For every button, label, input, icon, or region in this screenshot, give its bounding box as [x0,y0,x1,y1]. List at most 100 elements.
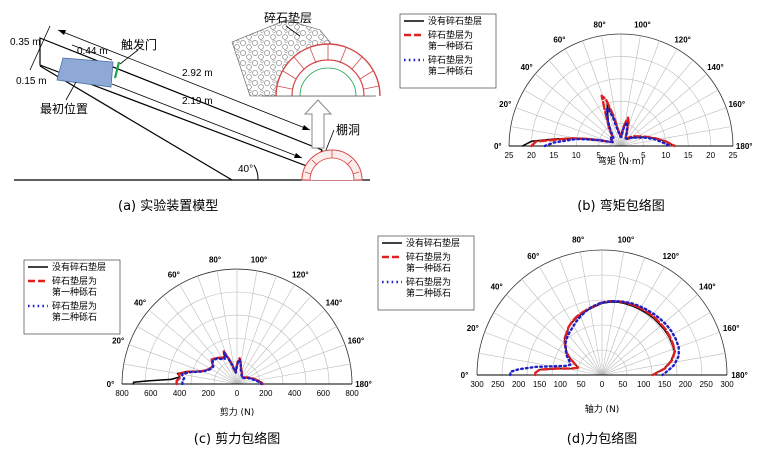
radial-tick-label: 15 [549,151,558,160]
series-line-1 [132,351,264,385]
angle-tick-label: 20° [499,100,511,109]
angle-tick-label: 100° [634,21,651,30]
angle-tick-label: 180° [736,142,753,151]
radial-tick-label: 800 [345,389,359,398]
grid-spoke [197,275,238,385]
angle-tick-label: 140° [326,299,343,308]
caption-a: (a) 实验装置模型 [118,198,218,214]
radial-tick-label: 250 [699,380,713,389]
zoom-arrow [303,99,333,149]
radial-tick-label: 400 [288,389,302,398]
grid-spoke [579,251,603,376]
legend-entry: 碎石垫层为 [406,251,451,263]
slope-base-line [39,65,233,181]
radial-tick-label: 150 [533,380,547,389]
legend-entry: 没有碎石垫层 [428,15,482,27]
legend-entry: 碎石垫层为 [406,276,451,288]
grid-spoke [601,279,683,376]
grid-spoke [620,73,707,147]
legend-entry: 碎石垫层为 [52,275,97,287]
angle-tick-label: 180° [355,380,372,389]
legend-entry: 第一种砾石 [428,40,473,52]
radial-tick-label: 20 [706,151,715,160]
grid-spoke [620,48,678,147]
dim-292-arrow-end [302,125,310,130]
dim-015-label: 0.15 m [16,76,47,87]
axis-label: 轴力 (N) [585,403,620,415]
series-line-2 [534,300,677,377]
angle-tick-label: 160° [728,100,745,109]
shed-pointer [325,129,335,151]
trigger-pointer [119,49,139,65]
legend-entry: 没有碎石垫层 [406,237,460,249]
small-shed [301,149,363,181]
grid-spoke [515,107,622,147]
panel-d-chart: 0°20°40°60°80° 100°120°140°160°180°300 250… [377,235,748,447]
caption-c: (c) 剪力包络图 [194,431,280,447]
grid-spoke [236,344,346,385]
radial-tick-label: 15 [684,151,693,160]
grid-spoke [236,284,295,385]
grid-spoke [601,352,726,376]
radial-tick-label: 150 [658,380,672,389]
dim-044-line [71,44,113,61]
initial-label: 最初位置 [40,101,88,116]
dim-219-line [111,83,303,159]
grid-spoke [506,294,603,376]
angle-tick-label: 0° [461,371,469,380]
grid-spoke [620,107,727,147]
radial-tick-label: 5 [641,151,646,160]
radial-tick-label: 25 [729,151,738,160]
grid-spoke [179,284,238,385]
legend-entry: 碎石垫层为 [428,29,473,41]
dim-219-label: 2.19 m [182,96,213,107]
grid-spoke [478,352,603,376]
radial-tick-label: 600 [144,389,158,398]
legend-entry: 第二种砾石 [406,287,451,299]
dim-044-label: 0.44 m [77,46,108,57]
angle-tick-label: 140° [707,63,724,72]
dim-035-label: 0.35 m [10,37,41,48]
grid-spoke [535,73,622,147]
radial-tick-label: 100 [637,380,651,389]
angle-tick-label: 20° [112,337,124,346]
grid-spoke [582,40,622,147]
axis-label: 剪力 (N) [220,406,255,418]
angle-tick-label: 20° [467,324,479,333]
angle-tick-label: 80° [572,236,584,245]
angle-tick-label: 0° [494,142,502,151]
radial-tick-label: 250 [491,380,505,389]
series-line-3 [509,299,680,377]
angle-tick-label: 180° [731,371,748,380]
radial-tick-label: 400 [173,389,187,398]
radial-tick-label: 300 [720,380,734,389]
grid-spoke [216,270,238,385]
radial-tick-label: 0 [235,389,240,398]
grid-spoke [601,257,646,376]
radial-tick-label: 200 [259,389,273,398]
angle-tick-label: 40° [491,283,503,292]
radial-tick-label: 200 [202,389,216,398]
grid-spoke [493,312,603,376]
grid-spoke [236,275,277,385]
panel-c-chart: 0°20°40°60°80° 100°120°140°160°180°800 600… [23,255,372,447]
angle-tick-label: 80° [209,255,221,264]
grid-spoke [484,331,603,376]
grid-spoke [236,309,326,385]
grid-spoke [162,295,238,385]
gravel-pointer [285,25,301,37]
panel-a-diagram: 40° 2.92 m 2.19 m 0.35 m 0.44 m 0.15 m 触… [10,10,381,214]
dim-035-line [29,25,51,71]
radial-tick-label: 0 [600,380,605,389]
angle-tick-label: 160° [723,324,740,333]
angle-tick-label: 40° [134,299,146,308]
radial-tick-label: 10 [661,151,670,160]
radial-tick-label: 100 [554,380,568,389]
trigger-label: 触发门 [121,37,157,52]
grid-spoke [564,48,622,147]
radial-tick-label: 50 [577,380,586,389]
slope-angle-arc [253,164,259,181]
